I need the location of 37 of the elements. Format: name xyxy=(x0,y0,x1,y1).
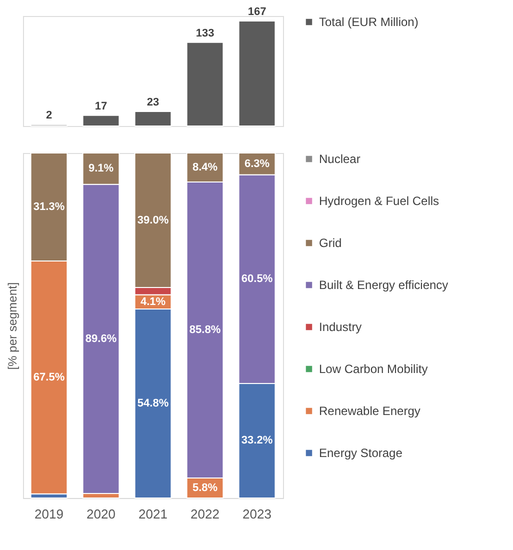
legend-label: Total (EUR Million) xyxy=(319,15,418,29)
y-axis-title: [% per segment] xyxy=(6,282,20,370)
x-tick-label: 2019 xyxy=(34,506,64,522)
data-label: 39.0% xyxy=(137,214,169,226)
data-label: 6.3% xyxy=(244,158,270,170)
legend-label: Renewable Energy xyxy=(319,404,420,418)
data-label: 4.1% xyxy=(140,296,166,308)
bar xyxy=(238,20,276,126)
data-label: 89.6% xyxy=(85,332,117,345)
data-label: 60.5% xyxy=(241,273,273,286)
data-label: 33.2% xyxy=(241,434,273,447)
data-label: 8.4% xyxy=(192,161,218,174)
legend-label: Built & Energy efficiency xyxy=(319,278,448,292)
legend-label: Low Carbon Mobility xyxy=(319,362,428,376)
legend-label: Industry xyxy=(319,320,362,334)
data-label: 133 xyxy=(196,27,214,40)
x-tick-label: 2021 xyxy=(138,506,168,522)
bar xyxy=(134,111,172,126)
data-label: 9.1% xyxy=(88,162,114,175)
data-label: 17 xyxy=(94,100,108,112)
bar xyxy=(186,42,224,126)
data-label: 5.8% xyxy=(192,482,218,494)
legend-label: Hydrogen & Fuel Cells xyxy=(319,194,440,208)
x-tick-label: 2023 xyxy=(242,506,272,522)
legend-label: Energy Storage xyxy=(319,446,403,460)
bar xyxy=(82,114,120,126)
x-tick-label: 2022 xyxy=(190,506,220,522)
data-label: 2 xyxy=(46,110,52,122)
data-label: 31.3% xyxy=(33,200,65,213)
data-label: 85.8% xyxy=(189,324,221,336)
data-label: 23 xyxy=(146,96,160,109)
legend-label: Nuclear xyxy=(319,152,360,166)
data-label: 67.5% xyxy=(33,371,65,384)
legend-label: Grid xyxy=(319,236,342,250)
data-label: 54.8% xyxy=(137,397,169,410)
x-tick-label: 2020 xyxy=(86,506,116,522)
data-label: 167 xyxy=(248,6,266,18)
